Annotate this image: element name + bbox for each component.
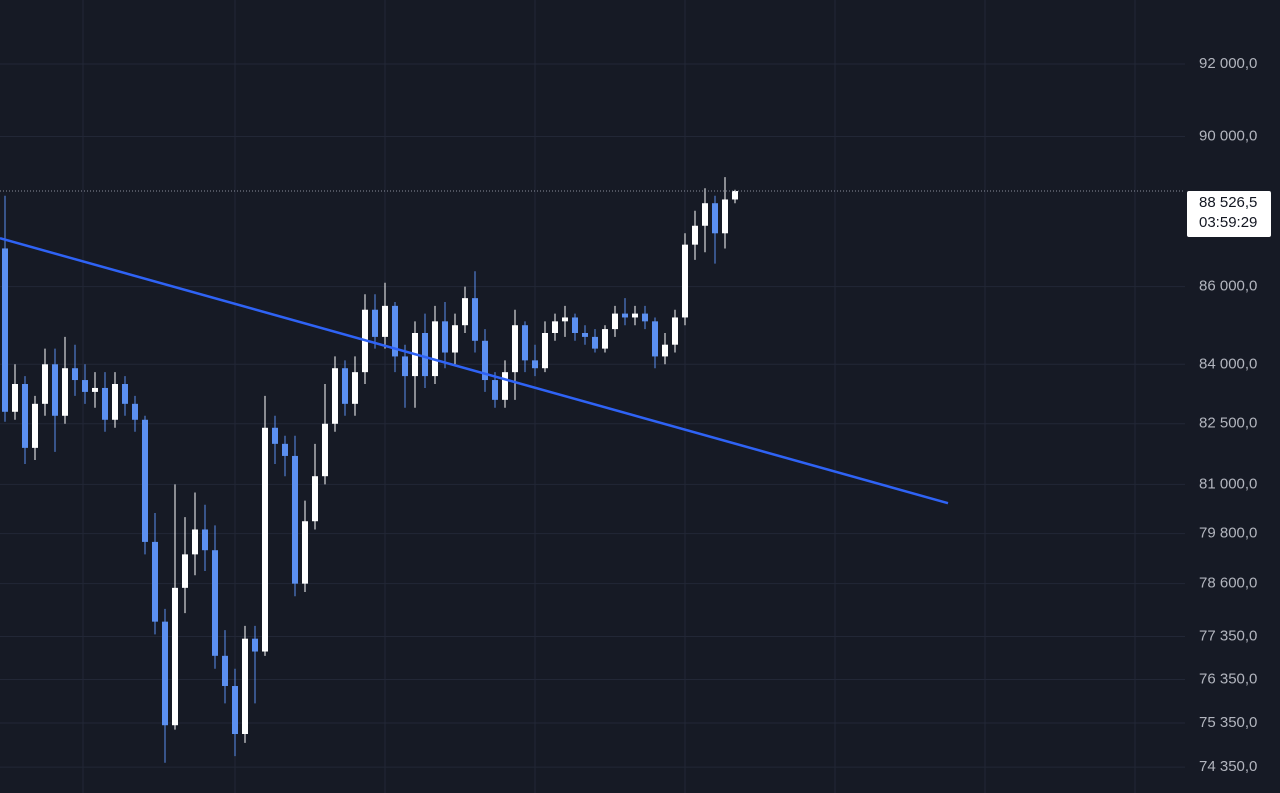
candle-body — [572, 317, 578, 333]
candle-body — [72, 368, 78, 381]
candle-body — [212, 550, 218, 656]
candle-body — [652, 321, 658, 357]
candle-body — [352, 372, 358, 404]
candle-body — [132, 403, 138, 420]
countdown-label: 03:59:29 — [1199, 214, 1257, 231]
candle-body — [12, 383, 18, 412]
candle-body — [702, 203, 708, 226]
y-tick-label: 86 000,0 — [1199, 278, 1257, 295]
candle-body — [522, 325, 528, 361]
candle-body — [662, 344, 668, 357]
candle-body — [302, 521, 308, 584]
candle-body — [462, 298, 468, 326]
candle-body — [632, 313, 638, 318]
candle-body — [672, 317, 678, 345]
y-tick-label: 77 350,0 — [1199, 628, 1257, 645]
candle-body — [502, 372, 508, 400]
candle-body — [552, 321, 558, 333]
y-tick-label: 94 000,0 — [1199, 0, 1257, 1]
candle-body — [92, 387, 98, 392]
y-tick-label: 90 000,0 — [1199, 127, 1257, 144]
candle-body — [122, 383, 128, 404]
candle-body — [582, 332, 588, 337]
candle-body — [322, 423, 328, 477]
candle-body — [692, 225, 698, 245]
candle-body — [402, 356, 408, 377]
candle-body — [722, 199, 728, 234]
candle-body — [42, 364, 48, 404]
candle-body — [222, 655, 228, 687]
candle-body — [422, 332, 428, 377]
candle-body — [492, 380, 498, 400]
candle-body — [482, 340, 488, 381]
candle-body — [312, 476, 318, 522]
candle-body — [622, 313, 628, 318]
candle-body — [52, 364, 58, 416]
candle-body — [182, 554, 188, 588]
time-grid — [82, 0, 1136, 793]
candle-body — [152, 541, 158, 622]
candle-body — [602, 329, 608, 349]
candle-body — [142, 419, 148, 542]
candle-body — [562, 317, 568, 322]
candle-body — [442, 321, 448, 353]
candle-body — [102, 387, 108, 420]
candle-body — [712, 203, 718, 234]
trend-line — [0, 237, 949, 505]
candle-body — [82, 380, 88, 392]
candle-body — [592, 336, 598, 349]
candle-body — [192, 529, 198, 555]
candle-body — [372, 309, 378, 337]
candle-body — [532, 360, 538, 369]
candle-body — [332, 368, 338, 424]
candle-body — [682, 244, 688, 318]
y-tick-label: 79 800,0 — [1199, 525, 1257, 542]
candle-body — [452, 325, 458, 353]
last-price-box — [1187, 191, 1271, 238]
candle-body — [172, 587, 178, 726]
y-tick-label: 84 000,0 — [1199, 355, 1257, 372]
candle-body — [292, 455, 298, 584]
candle-body — [242, 638, 248, 735]
candle-body — [732, 191, 738, 200]
candle-body — [202, 529, 208, 551]
candle-body — [512, 325, 518, 373]
candle-body — [342, 368, 348, 404]
candle-body — [22, 383, 28, 448]
candle-body — [2, 248, 8, 412]
candle-body — [252, 638, 258, 652]
candle-body — [112, 383, 118, 420]
y-tick-label: 76 350,0 — [1199, 670, 1257, 687]
y-tick-label: 78 600,0 — [1199, 575, 1257, 592]
candle-body — [612, 313, 618, 330]
candle-body — [472, 298, 478, 341]
candle-body — [392, 305, 398, 357]
candle-body — [62, 368, 68, 416]
candle-body — [272, 427, 278, 444]
y-tick-label: 81 000,0 — [1199, 475, 1257, 492]
candle-body — [542, 332, 548, 369]
last-price-label: 88 526,5 — [1199, 194, 1257, 211]
candle-body — [32, 403, 38, 448]
y-tick-label: 82 500,0 — [1199, 415, 1257, 432]
candle-body — [232, 686, 238, 735]
candle-body — [432, 321, 438, 377]
candle-body — [262, 427, 268, 652]
candle-body — [642, 313, 648, 322]
candle-body — [162, 621, 168, 726]
y-tick-label: 92 000,0 — [1199, 55, 1257, 72]
candle-body — [282, 443, 288, 456]
y-tick-label: 75 350,0 — [1199, 714, 1257, 731]
candle-body — [382, 305, 388, 337]
y-tick-label: 74 350,0 — [1199, 758, 1257, 775]
